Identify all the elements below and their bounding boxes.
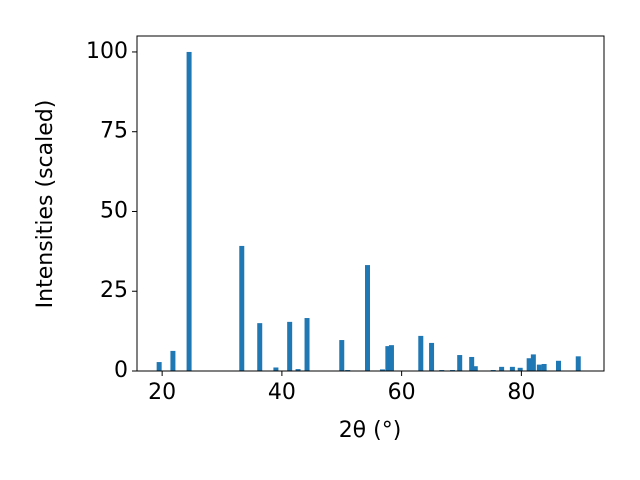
x-tick-label: 40: [268, 380, 296, 405]
bar: [457, 355, 463, 371]
bar: [365, 265, 371, 371]
bar: [575, 356, 581, 371]
bar: [541, 363, 547, 371]
plot-frame: [136, 35, 605, 372]
y-tick-label: 25: [100, 278, 128, 303]
x-axis-label: 2θ (°): [339, 418, 402, 443]
x-tick-label: 60: [388, 380, 416, 405]
bar: [472, 366, 478, 371]
bar: [530, 354, 536, 371]
bar: [304, 318, 310, 371]
bar: [388, 345, 394, 371]
bar: [499, 366, 505, 371]
bar: [186, 51, 192, 371]
bar: [469, 356, 475, 371]
y-tick-label: 50: [100, 198, 128, 223]
x-tick-label: 20: [148, 380, 176, 405]
bar: [429, 342, 435, 371]
bar: [239, 245, 245, 371]
bar: [385, 346, 391, 371]
bar: [517, 367, 523, 371]
bar: [555, 360, 561, 371]
bar: [287, 321, 293, 371]
bar: [379, 369, 385, 371]
y-tick-label: 75: [100, 119, 128, 144]
y-tick-label: 0: [114, 358, 128, 383]
bar: [526, 358, 532, 371]
bar: [536, 364, 542, 371]
bar: [156, 362, 162, 371]
bar: [273, 367, 279, 371]
bar: [339, 340, 345, 371]
x-tick-label: 80: [507, 380, 535, 405]
bar: [418, 335, 424, 371]
bar: [509, 366, 515, 371]
y-tick-label: 100: [86, 39, 128, 64]
y-axis-label: Intensities (scaled): [33, 100, 58, 309]
bar: [295, 369, 301, 371]
bar: [170, 350, 176, 371]
bar: [257, 323, 263, 371]
